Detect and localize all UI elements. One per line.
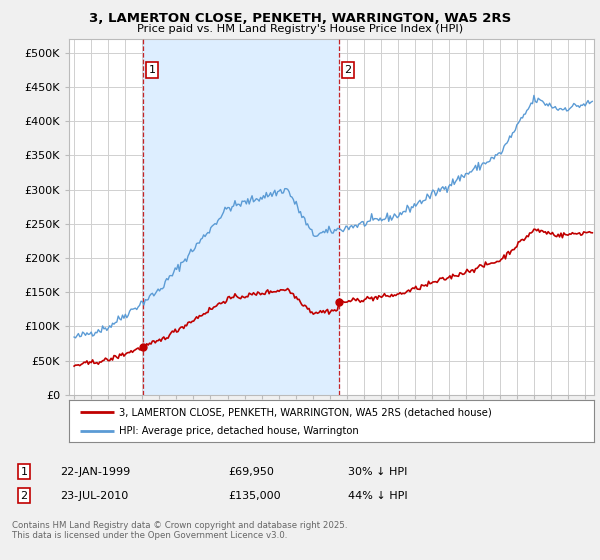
Text: Contains HM Land Registry data © Crown copyright and database right 2025.
This d: Contains HM Land Registry data © Crown c…: [12, 521, 347, 540]
Bar: [143, 39, 340, 395]
Text: HPI: Average price, detached house, Warrington: HPI: Average price, detached house, Warr…: [119, 426, 359, 436]
Text: £69,950: £69,950: [228, 466, 274, 477]
Text: 1: 1: [148, 65, 155, 75]
Text: Price paid vs. HM Land Registry's House Price Index (HPI): Price paid vs. HM Land Registry's House …: [137, 24, 463, 34]
Text: 44% ↓ HPI: 44% ↓ HPI: [348, 491, 407, 501]
Text: 3, LAMERTON CLOSE, PENKETH, WARRINGTON, WA5 2RS (detached house): 3, LAMERTON CLOSE, PENKETH, WARRINGTON, …: [119, 407, 491, 417]
Text: 22-JAN-1999: 22-JAN-1999: [60, 466, 130, 477]
Text: 2: 2: [20, 491, 28, 501]
Text: 1: 1: [20, 466, 28, 477]
Text: £135,000: £135,000: [228, 491, 281, 501]
Text: 3, LAMERTON CLOSE, PENKETH, WARRINGTON, WA5 2RS: 3, LAMERTON CLOSE, PENKETH, WARRINGTON, …: [89, 12, 511, 25]
Text: 2: 2: [344, 65, 352, 75]
Text: 30% ↓ HPI: 30% ↓ HPI: [348, 466, 407, 477]
Text: 23-JUL-2010: 23-JUL-2010: [60, 491, 128, 501]
